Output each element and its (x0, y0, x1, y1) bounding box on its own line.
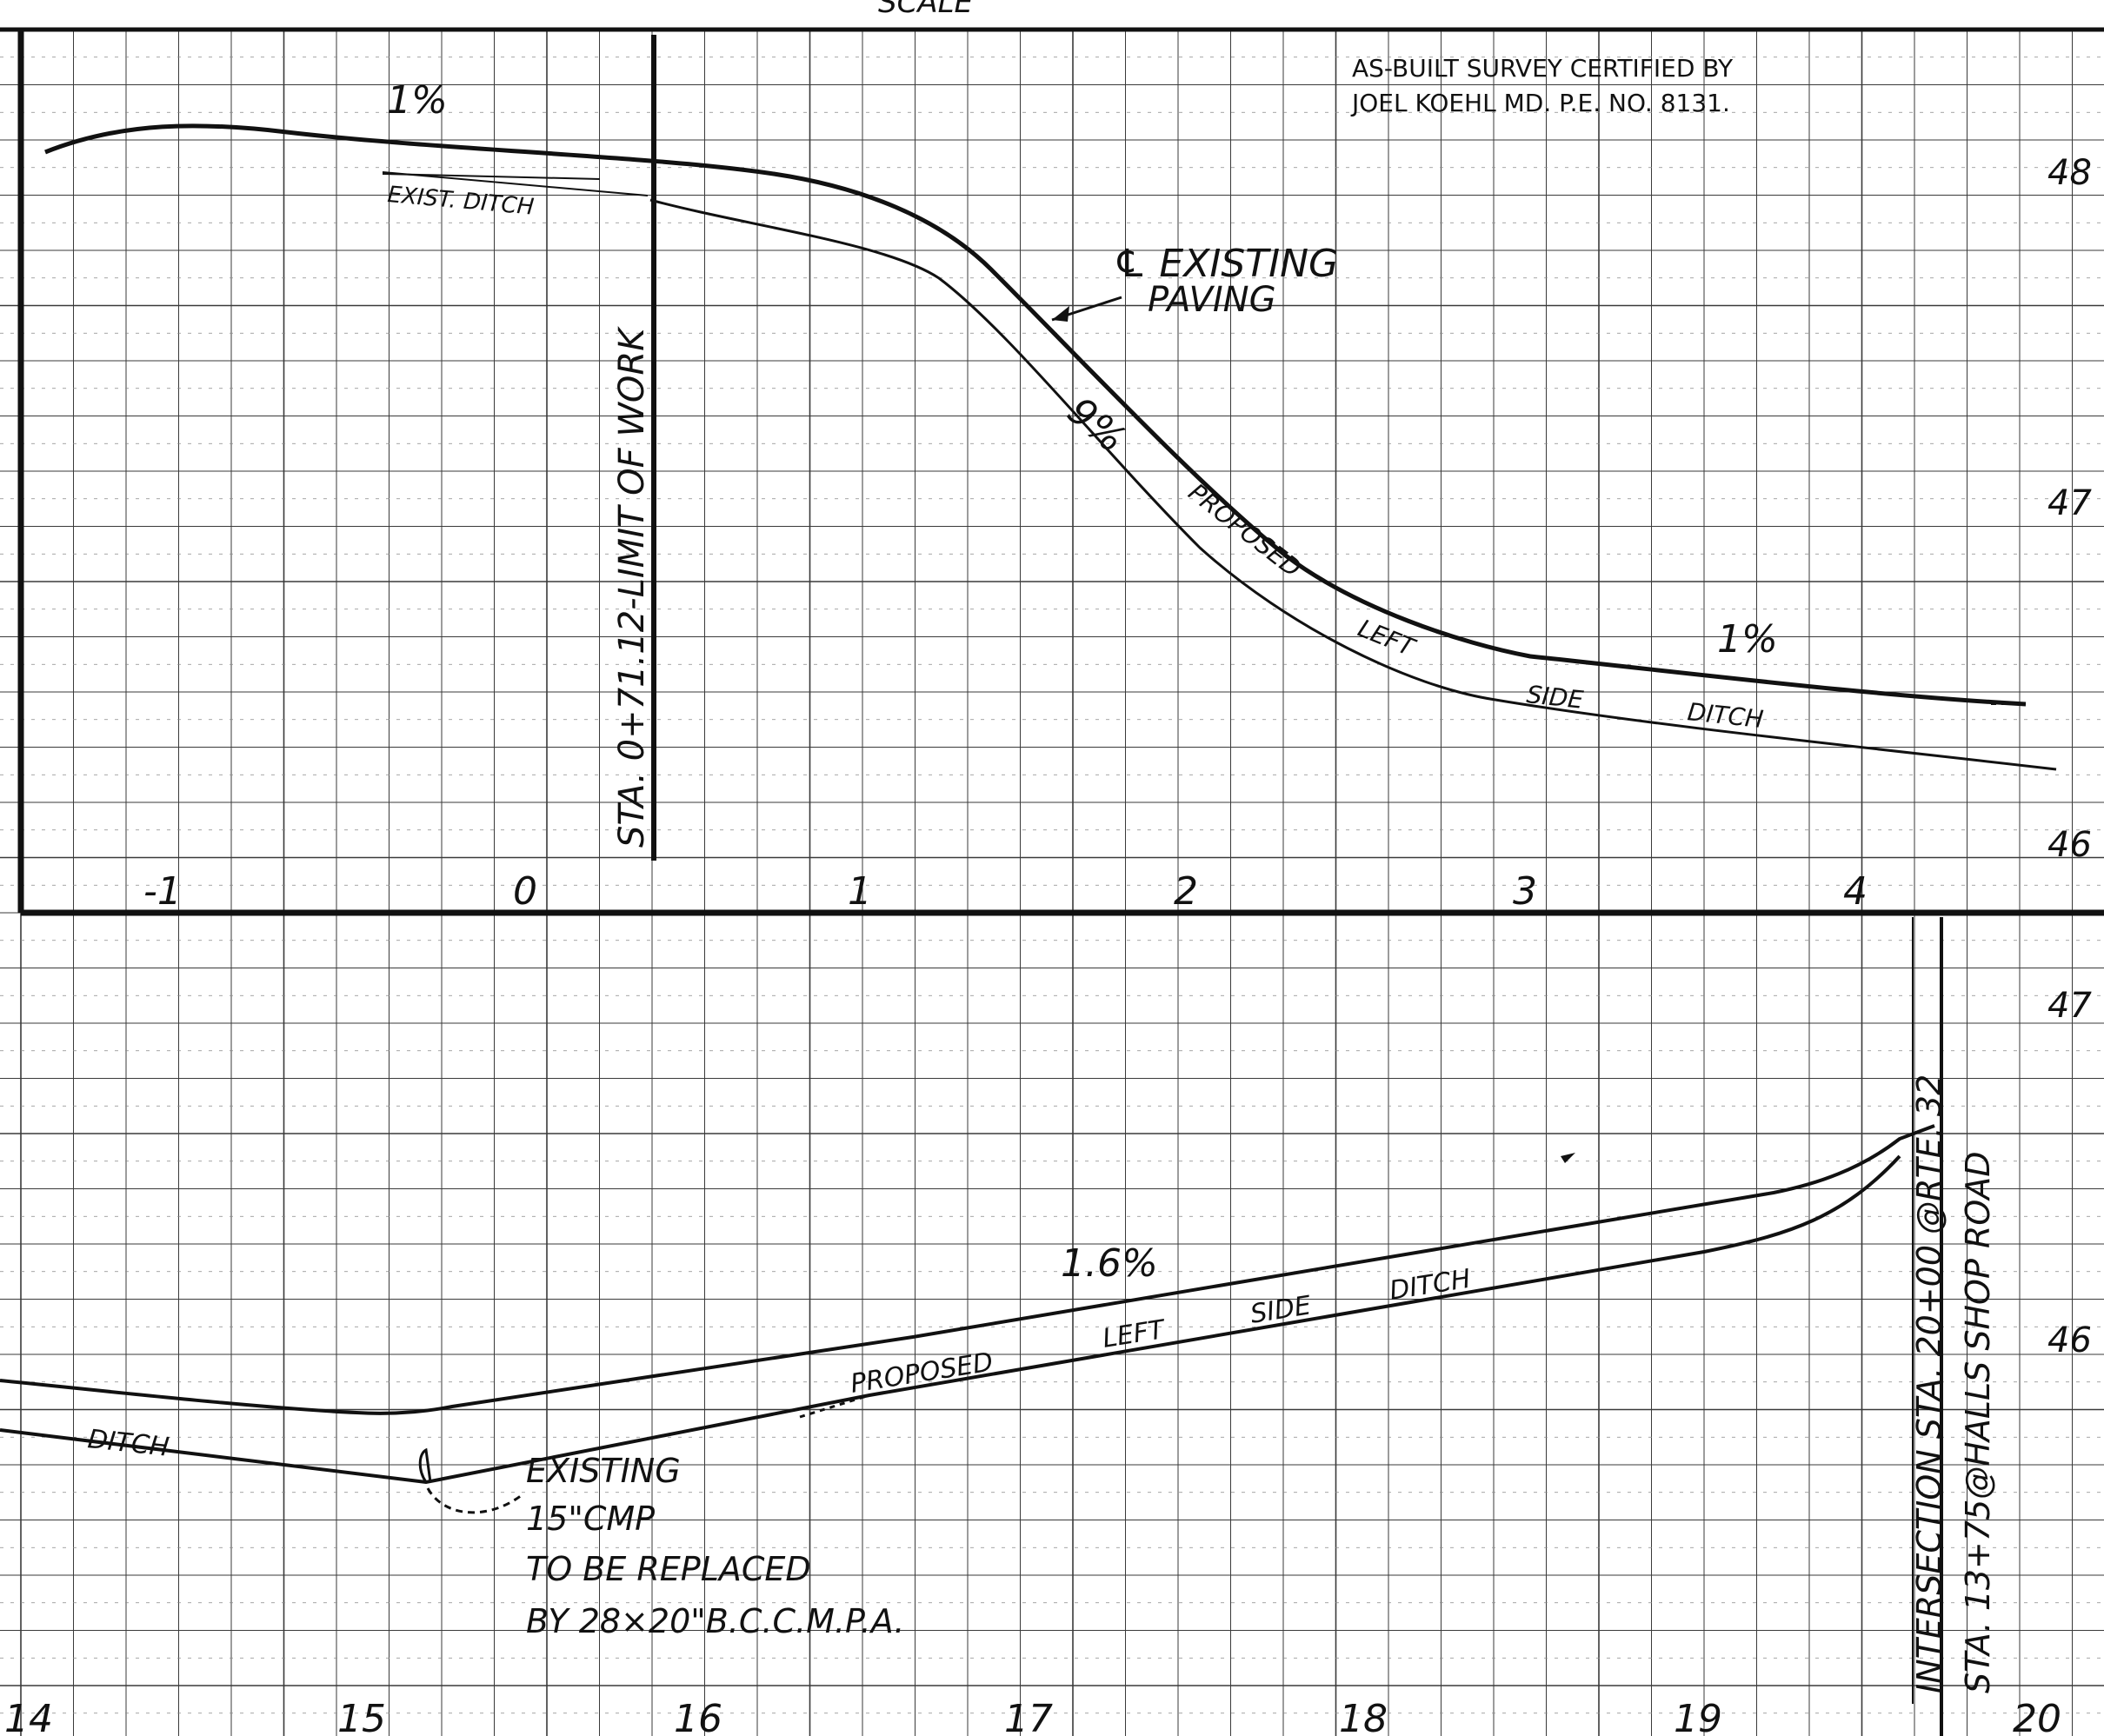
existing-paving-label-1: ℄ EXISTING (1113, 242, 1338, 286)
graph-paper-grid (0, 29, 2104, 1736)
proposed-ditch-profile (649, 198, 2057, 771)
ditch-fragment-left: DITCH (86, 1424, 170, 1463)
station-label-20: 20 (2013, 1697, 2061, 1736)
elevation-label-47-lower: 47 (2047, 986, 2092, 1026)
lower-grade-label: 1.6% (1061, 1241, 1158, 1286)
grade-label-flat: 1% (1717, 617, 1778, 662)
existing-paving-profile (44, 123, 2027, 707)
station-label-minus-1: -1 (143, 869, 182, 914)
proposed-label-lower: PROPOSED (849, 1347, 995, 1399)
existing-paving-label-2: PAVING (1148, 280, 1276, 320)
existing-ditch-tick (382, 173, 601, 180)
grade-label-steep: 9% (1059, 389, 1134, 462)
elevation-label-46: 46 (2047, 825, 2092, 865)
culvert-note-4: BY 28×20"B.C.C.M.P.A. (526, 1602, 905, 1640)
station-label-14: 14 (4, 1697, 53, 1736)
lower-proposed-ditch (0, 1154, 1901, 1485)
header-fragment: SCALE (878, 0, 974, 20)
sheet-frame (0, 27, 2104, 1736)
station-label-16: 16 (674, 1697, 722, 1736)
station-label-2: 2 (1174, 869, 1198, 914)
ditch-label-lower: DITCH (1388, 1264, 1473, 1307)
culvert-marker (418, 1447, 432, 1483)
station-label-3: 3 (1513, 869, 1537, 914)
certification-line-2: JOEL KOEHL MD. P.E. NO. 8131. (1350, 89, 1730, 117)
side-label-lower: SIDE (1248, 1290, 1314, 1330)
station-label-1: 1 (848, 869, 872, 914)
ditch-dash-link (799, 1393, 870, 1419)
existing-ditch-label: EXIST. DITCH (386, 182, 535, 221)
station-label-0: 0 (513, 869, 537, 914)
station-label-4: 4 (1843, 869, 1868, 914)
certification-line-1: AS-BUILT SURVEY CERTIFIED BY (1352, 54, 1734, 83)
existing-ditch-line (382, 171, 649, 196)
station-label-17: 17 (1004, 1697, 1053, 1736)
culvert-note-3: TO BE REPLACED (526, 1550, 811, 1588)
station-label-19: 19 (1674, 1697, 1722, 1736)
elevation-label-46-lower: 46 (2047, 1320, 2092, 1360)
intersection-label: INTERSECTION STA. 20+00 @RTE. 32 (1910, 1074, 1948, 1693)
lower-existing-profile (0, 1124, 1935, 1415)
left-label-lower: LEFT (1101, 1314, 1169, 1354)
halls-shop-label: STA. 13+75@HALLS SHOP ROAD (1959, 1151, 1997, 1693)
elevation-label-48: 48 (2047, 153, 2092, 193)
culvert-note-2: 15"CMP (526, 1500, 655, 1538)
side-label-upper: SIDE (1525, 680, 1585, 715)
paving-arrowhead (1052, 306, 1069, 322)
ink-mark (1561, 1153, 1575, 1163)
elevation-label-47: 47 (2047, 483, 2092, 523)
limit-of-work-label: STA. 0+71.12-LIMIT OF WORK (612, 326, 652, 848)
upper-profile: -1 0 1 2 3 4 48 47 46 AS-BUILT SURVEY CE… (44, 35, 2092, 914)
culvert-note-1: EXISTING (526, 1452, 681, 1490)
proposed-label-upper: PROPOSED (1183, 478, 1307, 583)
grade-label-top: 1% (387, 78, 448, 123)
station-label-15: 15 (337, 1697, 386, 1736)
lower-profile: 14 15 16 17 18 19 20 47 46 1.6% PROPOSED… (0, 917, 2092, 1736)
station-label-18: 18 (1339, 1697, 1388, 1736)
